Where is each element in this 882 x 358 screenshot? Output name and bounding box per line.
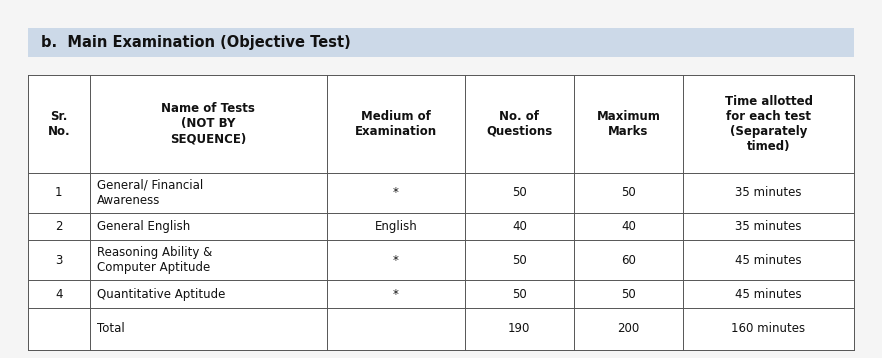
Text: 50: 50: [512, 187, 527, 199]
Text: *: *: [393, 187, 399, 199]
Text: 1: 1: [55, 187, 63, 199]
Text: 60: 60: [621, 254, 636, 267]
Text: No. of
Questions: No. of Questions: [486, 110, 552, 138]
Text: Medium of
Examination: Medium of Examination: [355, 110, 437, 138]
FancyBboxPatch shape: [28, 75, 854, 350]
Text: Maximum
Marks: Maximum Marks: [596, 110, 661, 138]
Text: 45 minutes: 45 minutes: [736, 254, 802, 267]
Text: 200: 200: [617, 322, 639, 335]
Text: 50: 50: [512, 287, 527, 301]
Text: 4: 4: [55, 287, 63, 301]
Text: General English: General English: [97, 220, 190, 233]
Text: Quantitative Aptitude: Quantitative Aptitude: [97, 287, 225, 301]
Text: 2: 2: [55, 220, 63, 233]
Text: 50: 50: [621, 287, 636, 301]
Text: Time allotted
for each test
(Separately
timed): Time allotted for each test (Separately …: [724, 95, 812, 153]
Text: b.  Main Examination (Objective Test): b. Main Examination (Objective Test): [41, 35, 351, 50]
Text: 160 minutes: 160 minutes: [731, 322, 805, 335]
Text: Total: Total: [97, 322, 124, 335]
Text: 50: 50: [621, 187, 636, 199]
Text: 50: 50: [512, 254, 527, 267]
Text: Sr.
No.: Sr. No.: [48, 110, 71, 138]
Text: 35 minutes: 35 minutes: [736, 220, 802, 233]
Text: Reasoning Ability &
Computer Aptitude: Reasoning Ability & Computer Aptitude: [97, 246, 212, 274]
Text: 45 minutes: 45 minutes: [736, 287, 802, 301]
Text: 3: 3: [56, 254, 63, 267]
Text: English: English: [375, 220, 417, 233]
Text: Name of Tests
(NOT BY
SEQUENCE): Name of Tests (NOT BY SEQUENCE): [161, 102, 255, 145]
Text: 190: 190: [508, 322, 530, 335]
Text: 40: 40: [512, 220, 527, 233]
FancyBboxPatch shape: [28, 28, 854, 57]
Text: 40: 40: [621, 220, 636, 233]
Text: 35 minutes: 35 minutes: [736, 187, 802, 199]
Text: *: *: [393, 287, 399, 301]
Text: General/ Financial
Awareness: General/ Financial Awareness: [97, 179, 203, 207]
Text: *: *: [393, 254, 399, 267]
